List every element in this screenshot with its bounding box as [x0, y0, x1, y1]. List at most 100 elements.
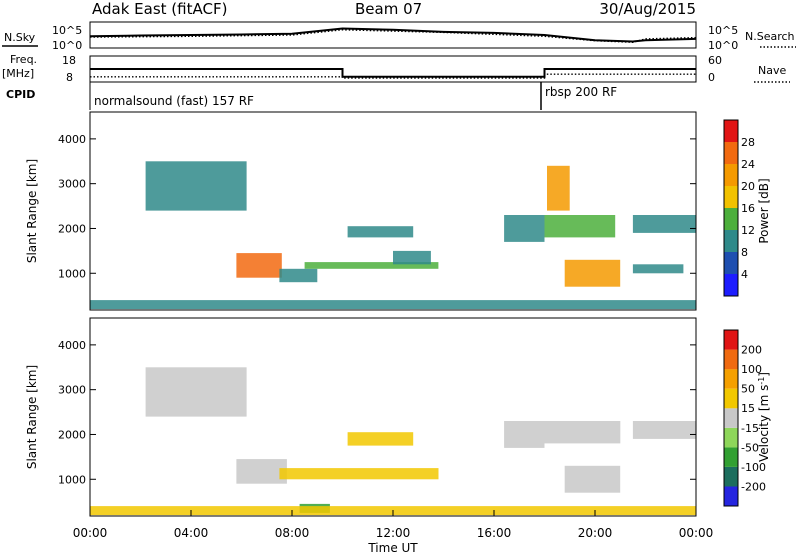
velocity-colorbar-tick-2: 50 [741, 383, 755, 396]
cpid-label: CPID [6, 88, 35, 101]
velocity-colorbar-swatch-8 [724, 330, 738, 350]
power-panel-patch-5 [393, 250, 431, 265]
power-colorbar-swatch-6 [724, 142, 738, 164]
ytick-label-2: 3000 [58, 178, 86, 191]
cpid-segment-2: rbsp 200 RF [545, 85, 617, 99]
power-panel-patch-0 [145, 161, 247, 211]
freq-tick-bottom: 8 [66, 71, 73, 84]
nave-tick-top: 60 [708, 54, 722, 67]
power-colorbar-frame [723, 119, 739, 297]
velocity-colorbar-swatch-5 [724, 388, 738, 409]
ytick-label-0: 1000 [58, 267, 86, 280]
velocity-panel-patch-0 [145, 367, 247, 417]
power-panel-patch-4 [347, 226, 414, 238]
velocity-colorbar-tick-3: 15 [741, 402, 755, 415]
velocity-colorbar-swatch-4 [724, 408, 738, 428]
power-colorbar-swatch-3 [724, 208, 738, 230]
velocity-colorbar-title-main: Velocity [m s [757, 385, 771, 462]
power-colorbar-swatch-7 [724, 120, 738, 142]
ytick-label-0: 1000 [58, 473, 86, 486]
velocity-ylabel: Slant Range [km] [25, 365, 39, 469]
power-colorbar-tick-1: 8 [741, 246, 748, 259]
xtick-label-6: 00:00 [679, 526, 714, 540]
ytick-label-1: 2000 [58, 222, 86, 235]
velocity-panel-patch-5 [544, 421, 621, 444]
noise-lines [89, 27, 697, 44]
freq-label: Freq. [10, 53, 37, 66]
station-title: Adak East (fitACF) [92, 0, 227, 18]
freq-unit-label: [MHz] [2, 67, 34, 80]
power-panel-patch-8 [547, 165, 570, 211]
velocity-panel-patch-6 [564, 465, 621, 493]
noise-tick-right-bottom: 10^0 [708, 39, 738, 52]
xtick-label-0: 00:00 [73, 526, 108, 540]
power-colorbar: 4 8 12 16 20 24 28 [723, 119, 755, 297]
power-panel-patch-2 [279, 268, 318, 283]
velocity-colorbar-swatch-6 [724, 369, 738, 389]
power-panel-patch-12 [90, 300, 696, 310]
power-panel-patch-11 [632, 215, 696, 233]
velocity-colorbar-title: Velocity [m s-1] [757, 372, 771, 462]
power-colorbar-tick-4: 20 [741, 180, 755, 193]
power-ylabel: Slant Range [km] [25, 159, 39, 263]
power-panel-patch-6 [504, 215, 545, 242]
velocity-colorbar-tick-6: -100 [741, 461, 766, 474]
velocity-colorbar-swatch-3 [724, 427, 738, 448]
power-colorbar-tick-0: 4 [741, 268, 748, 281]
noise-series-1 [89, 29, 697, 44]
nsky-label: N.Sky [4, 31, 36, 44]
velocity-panel-patch-7 [632, 421, 696, 439]
beam-title: Beam 07 [355, 0, 422, 18]
power-colorbar-tick-3: 16 [741, 202, 755, 215]
xtick-label-3: 12:00 [376, 526, 411, 540]
velocity-colorbar-title-sup: -1 [757, 377, 766, 385]
freq-series-1 [90, 73, 696, 79]
power-colorbar-swatch-1 [724, 252, 738, 274]
power-panel-frame [89, 111, 697, 311]
velocity-colorbar-swatch-0 [724, 486, 738, 506]
power-panel-patch-3 [304, 262, 439, 269]
velocity-colorbar-tick-1: 100 [741, 363, 762, 376]
power-panel-patch-7 [544, 215, 616, 238]
nave-label: Nave [758, 64, 786, 77]
ytick-label-3: 4000 [58, 339, 86, 352]
power-colorbar-swatch-2 [724, 230, 738, 252]
noise-tick-left-top: 10^5 [52, 24, 82, 37]
power-panel-patch-9 [564, 259, 621, 287]
noise-panel-frame [89, 21, 697, 49]
velocity-panel-patch-1 [236, 459, 287, 484]
velocity-colorbar-tick-0: 200 [741, 344, 762, 357]
power-colorbar-tick-5: 24 [741, 158, 755, 171]
velocity-colorbar: 200 100 50 15 -15 -50 -100 -200 [723, 329, 766, 507]
velocity-colorbar-swatch-2 [724, 447, 738, 467]
power-colorbar-swatch-5 [724, 164, 738, 186]
velocity-colorbar-tick-5: -50 [741, 441, 759, 454]
date-title: 30/Aug/2015 [599, 0, 696, 18]
velocity-y-ticks: 1000 2000 3000 4000 [58, 339, 696, 486]
noise-series-0 [89, 27, 697, 43]
ytick-label-3: 4000 [58, 133, 86, 146]
cpid-segment-1: normalsound (fast) 157 RF [94, 94, 254, 108]
power-colorbar-swatch-4 [724, 186, 738, 208]
ytick-label-2: 3000 [58, 384, 86, 397]
power-colorbar-tick-6: 28 [741, 136, 755, 149]
nsearch-label: N.Search [745, 30, 795, 43]
power-panel-patch-10 [632, 264, 684, 274]
xtick-label-2: 08:00 [275, 526, 310, 540]
velocity-colorbar-tick-7: -200 [741, 480, 766, 493]
velocity-colorbar-swatch-1 [724, 466, 738, 487]
velocity-heatmap [90, 367, 696, 516]
time-axis-ticks: 00:00 04:00 08:00 12:00 16:00 20:00 00:00 [73, 510, 714, 540]
xtick-label-4: 16:00 [477, 526, 512, 540]
nave-tick-bottom: 0 [708, 71, 715, 84]
time-axis-label: Time UT [367, 541, 418, 554]
velocity-colorbar-tick-4: -15 [741, 422, 759, 435]
velocity-panel-patch-3 [347, 432, 414, 446]
velocity-colorbar-swatch-7 [724, 349, 738, 370]
xtick-label-5: 20:00 [578, 526, 613, 540]
freq-series-0 [90, 68, 696, 78]
power-panel-patch-1 [236, 253, 282, 278]
ytick-label-1: 2000 [58, 428, 86, 441]
velocity-colorbar-title-end: ] [757, 372, 771, 377]
